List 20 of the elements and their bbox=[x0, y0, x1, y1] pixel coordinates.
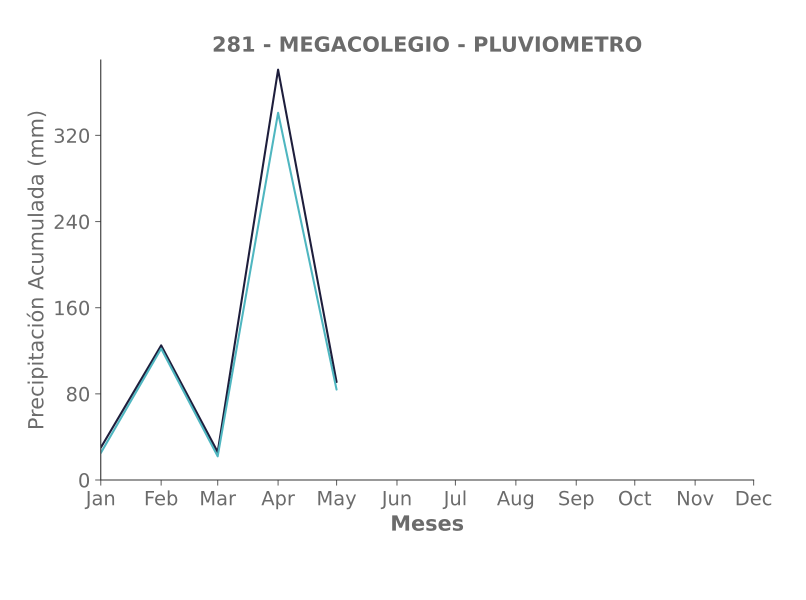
x-axis-title: Meses bbox=[392, 515, 464, 531]
y-tick-label: 320 bbox=[54, 128, 90, 144]
y-tick-label: 80 bbox=[66, 386, 90, 402]
x-tick-label: Nov bbox=[678, 491, 714, 506]
x-tick-label: Sep bbox=[559, 490, 594, 510]
y-axis-title: Precipitación Acumulada (mm) bbox=[26, 112, 48, 428]
y-tick-label: 0 bbox=[79, 472, 90, 488]
x-tick-label: Feb bbox=[146, 490, 178, 506]
x-tick-label: May bbox=[318, 491, 356, 510]
x-tick-label: Jul bbox=[442, 490, 466, 510]
x-tick-label: Aug bbox=[497, 491, 534, 510]
y-tick-label: 160 bbox=[55, 300, 90, 316]
x-tick-label: Mar bbox=[201, 491, 236, 506]
y-tick-label: 240 bbox=[54, 214, 90, 230]
x-tick-label: Oct bbox=[619, 490, 652, 506]
x-tick-label: Jun bbox=[380, 491, 411, 510]
chart-title: 281 - MEGACOLEGIO - PLUVIOMETRO bbox=[214, 36, 642, 52]
x-tick-label: Jan bbox=[84, 491, 114, 510]
x-tick-label: Dec bbox=[736, 491, 772, 506]
x-tick-label: Apr bbox=[261, 491, 295, 510]
